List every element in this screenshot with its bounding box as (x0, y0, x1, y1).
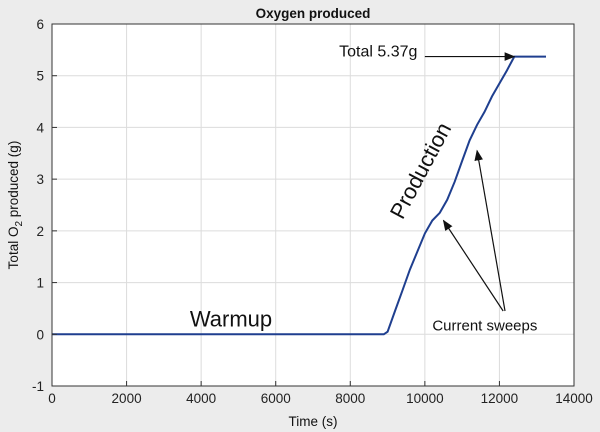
ticks: 0 2000 4000 6000 8000 10000 12000 14000 -1 0 1 2 3 4 5… (32, 17, 593, 406)
y-tick-label: 6 (36, 17, 44, 32)
x-tick-label: 4000 (186, 391, 216, 406)
y-axis-label-rest: produced (g) (6, 141, 21, 221)
sweep-arrow-1 (442, 219, 504, 312)
warmup-label: Warmup (190, 307, 272, 332)
plot-frame (51, 23, 575, 387)
y-tick-label: 1 (36, 276, 44, 291)
current-sweeps-label: Current sweeps (432, 318, 537, 335)
series-layer (52, 55, 546, 336)
y-tick-label: 5 (36, 69, 44, 84)
y-tick-label: 0 (36, 327, 44, 342)
total-label: Total 5.37g (339, 44, 417, 61)
chart-title: Oxygen produced (256, 6, 371, 21)
x-tick-label: 2000 (112, 391, 142, 406)
series-line (52, 55, 546, 336)
x-tick-label: 8000 (335, 391, 365, 406)
sweep-arrow-2 (474, 149, 506, 312)
x-tick-label: 14000 (555, 391, 593, 406)
x-tick-label: 6000 (261, 391, 291, 406)
x-tick-label: 10000 (406, 391, 444, 406)
y-axis-label-main: Total O (6, 227, 21, 270)
x-tick-label: 12000 (481, 391, 519, 406)
y-tick-label: -1 (32, 379, 44, 394)
y-tick-label: 2 (36, 224, 44, 239)
y-axis-label-subscript: 2 (14, 221, 25, 227)
y-tick-label: 3 (36, 172, 44, 187)
y-axis-label: Total O2 produced (g) (6, 141, 25, 270)
x-axis-label: Time (s) (289, 414, 338, 429)
x-tick-label: 0 (48, 391, 56, 406)
y-tick-label: 4 (36, 120, 44, 135)
